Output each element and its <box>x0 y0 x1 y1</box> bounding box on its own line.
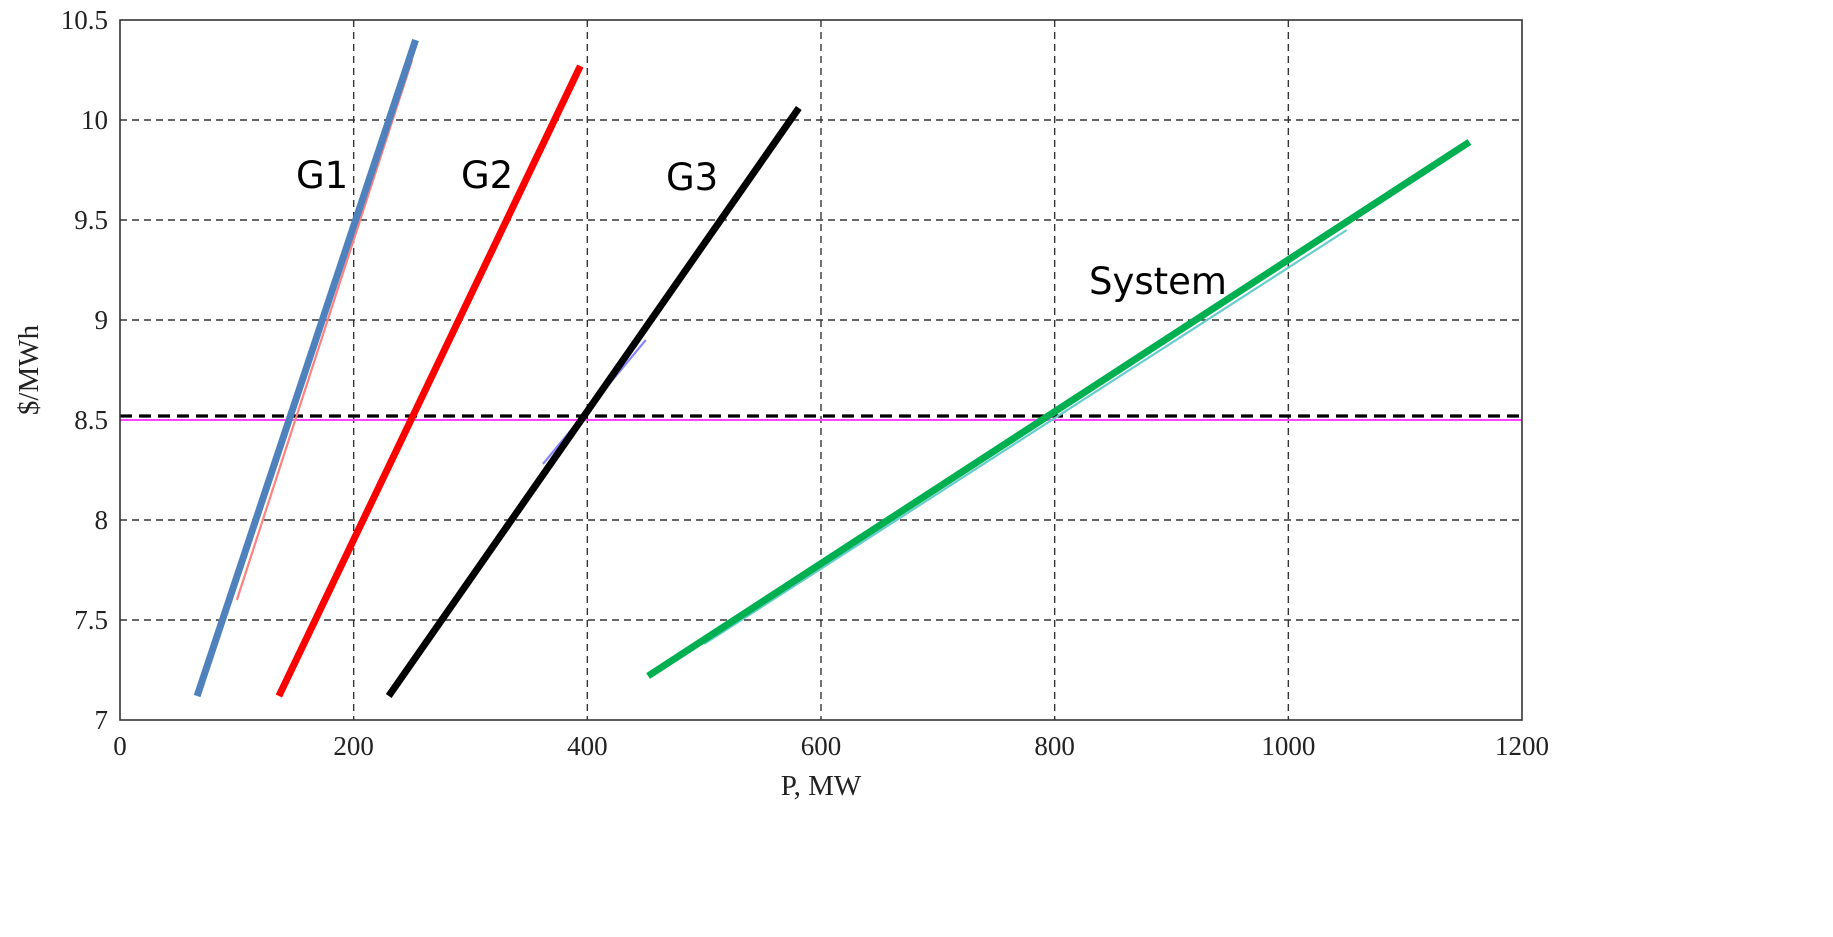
x-tick-label: 200 <box>333 731 374 761</box>
x-axis-title: P, MW <box>781 770 862 802</box>
reference-lines <box>120 414 1522 421</box>
y-axis-title: $/MWh <box>13 324 45 415</box>
x-tick-label: 800 <box>1034 731 1075 761</box>
gridlines <box>120 20 1522 720</box>
overlay-curve-1 <box>235 59 414 601</box>
series-line-g3 <box>385 105 802 699</box>
y-tick-label: 7 <box>95 705 109 735</box>
series-label-g1: G1 <box>296 154 348 197</box>
series-labels: G1 G2 G3 System <box>296 154 1227 303</box>
x-tick-label: 1000 <box>1261 731 1315 761</box>
plot-frame <box>119 19 1523 721</box>
y-tick-label: 10.5 <box>61 5 108 35</box>
x-tick-label: 0 <box>113 731 127 761</box>
series-label-system: System <box>1089 260 1227 303</box>
series-line-g2 <box>275 64 584 698</box>
x-tick-labels: 0 200 400 600 800 1000 1200 <box>113 731 1549 761</box>
y-tick-label: 9 <box>95 305 109 335</box>
overlay-curve-3 <box>703 229 1348 645</box>
series-line-system <box>646 139 1472 679</box>
y-tick-labels: 7 7.5 8 8.5 9 9.5 10 10.5 <box>61 5 108 735</box>
y-tick-label: 7.5 <box>74 605 108 635</box>
series-line-g1 <box>193 38 419 698</box>
y-tick-label: 9.5 <box>74 205 108 235</box>
series-lines <box>193 38 1472 699</box>
y-tick-label: 10 <box>81 105 108 135</box>
y-tick-label: 8 <box>95 505 109 535</box>
x-tick-label: 600 <box>801 731 842 761</box>
x-tick-label: 400 <box>567 731 608 761</box>
overlay-curves <box>235 59 1348 645</box>
series-label-g3: G3 <box>666 156 718 199</box>
y-tick-label: 8.5 <box>74 405 108 435</box>
series-label-g2: G2 <box>461 154 513 197</box>
x-tick-label: 1200 <box>1495 731 1549 761</box>
